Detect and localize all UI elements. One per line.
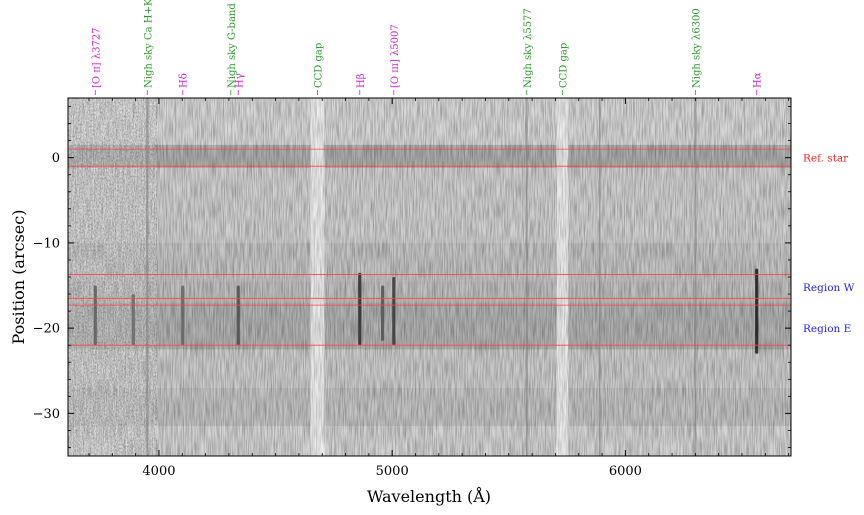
line-label-5: CCD gap [314,43,325,88]
region-label-2: Region E [803,323,851,335]
line-label-group-9: CCD gap [558,43,569,95]
line-label-group-4: Hγ [234,73,245,95]
y-tick-label-1: −10 [33,236,60,251]
blue-end-fade [68,98,157,456]
line-label-11: Hα [753,72,764,88]
emission-line-6 [392,277,396,346]
emission-line-5 [381,285,385,341]
line-label-8: Nigh sky λ5577 [523,8,534,88]
line-label-group-11: Hα [753,72,764,95]
line-label-group-2: Hδ [179,73,190,95]
line-label-1: Nigh sky Ca H+K [143,0,154,88]
line-label-10: Nigh sky λ6300 [691,8,702,88]
noise-layer [68,98,791,456]
line-label-0: [O ɪɪ] λ3727 [91,27,102,88]
emission-line-3 [236,285,240,346]
x-tick-label-2: 6000 [609,464,642,479]
x-axis-label: Wavelength (Å) [367,486,491,506]
region-label-1: Region W [803,282,855,294]
line-label-6: Hβ [356,73,367,88]
line-label-group-3: Nigh sky G-band [227,3,238,95]
emission-line-4 [358,272,362,346]
line-labels: [O ɪɪ] λ3727 Nigh sky Ca H+K Hδ Nigh sky G-… [91,0,764,95]
sky-line-0 [146,98,149,456]
line-label-group-6: Hβ [356,73,367,95]
sky-line-3 [694,98,697,456]
line-label-group-10: Nigh sky λ6300 [691,8,702,95]
emission-line-0 [93,285,97,346]
line-label-9: CCD gap [558,43,569,88]
region-lines [68,148,791,346]
emission-line-2 [181,285,185,346]
y-tick-label-0: 0 [52,151,60,166]
x-tick-label-1: 5000 [376,464,409,479]
line-label-group-7: [O ɪɪɪ] λ5007 [390,24,401,95]
line-label-7: [O ɪɪɪ] λ5007 [390,24,401,88]
line-label-3: Nigh sky G-band [227,3,238,88]
y-axis-label: Position (arcsec) [9,210,28,345]
line-label-group-8: Nigh sky λ5577 [523,8,534,95]
line-label-group-0: [O ɪɪ] λ3727 [91,27,102,95]
spectrum-image [68,98,791,456]
sky-line-1 [525,98,528,456]
ccd-gap-noise-5 [556,98,569,456]
line-label-2: Hδ [179,73,190,88]
sky-line-2 [599,98,601,456]
line-label-group-1: Nigh sky Ca H+K [143,0,154,95]
y-tick-label-3: −30 [33,407,60,422]
axis-ticks: 4000 5000 6000 0 −10 −20 −30 [33,98,791,479]
region-label-0: Ref. star [803,153,849,165]
ccd-gap-noise-4 [310,98,325,456]
spectral-features [93,98,759,456]
line-label-group-5: CCD gap [314,43,325,95]
line-label-4: Hγ [234,73,245,88]
x-tick-label-0: 4000 [142,464,175,479]
region-labels: Ref. star Region W Region E [803,153,855,335]
emission-line-7 [755,268,759,354]
y-tick-label-2: −20 [33,322,60,337]
blue-end-noise [68,98,157,456]
emission-line-1 [131,294,135,346]
